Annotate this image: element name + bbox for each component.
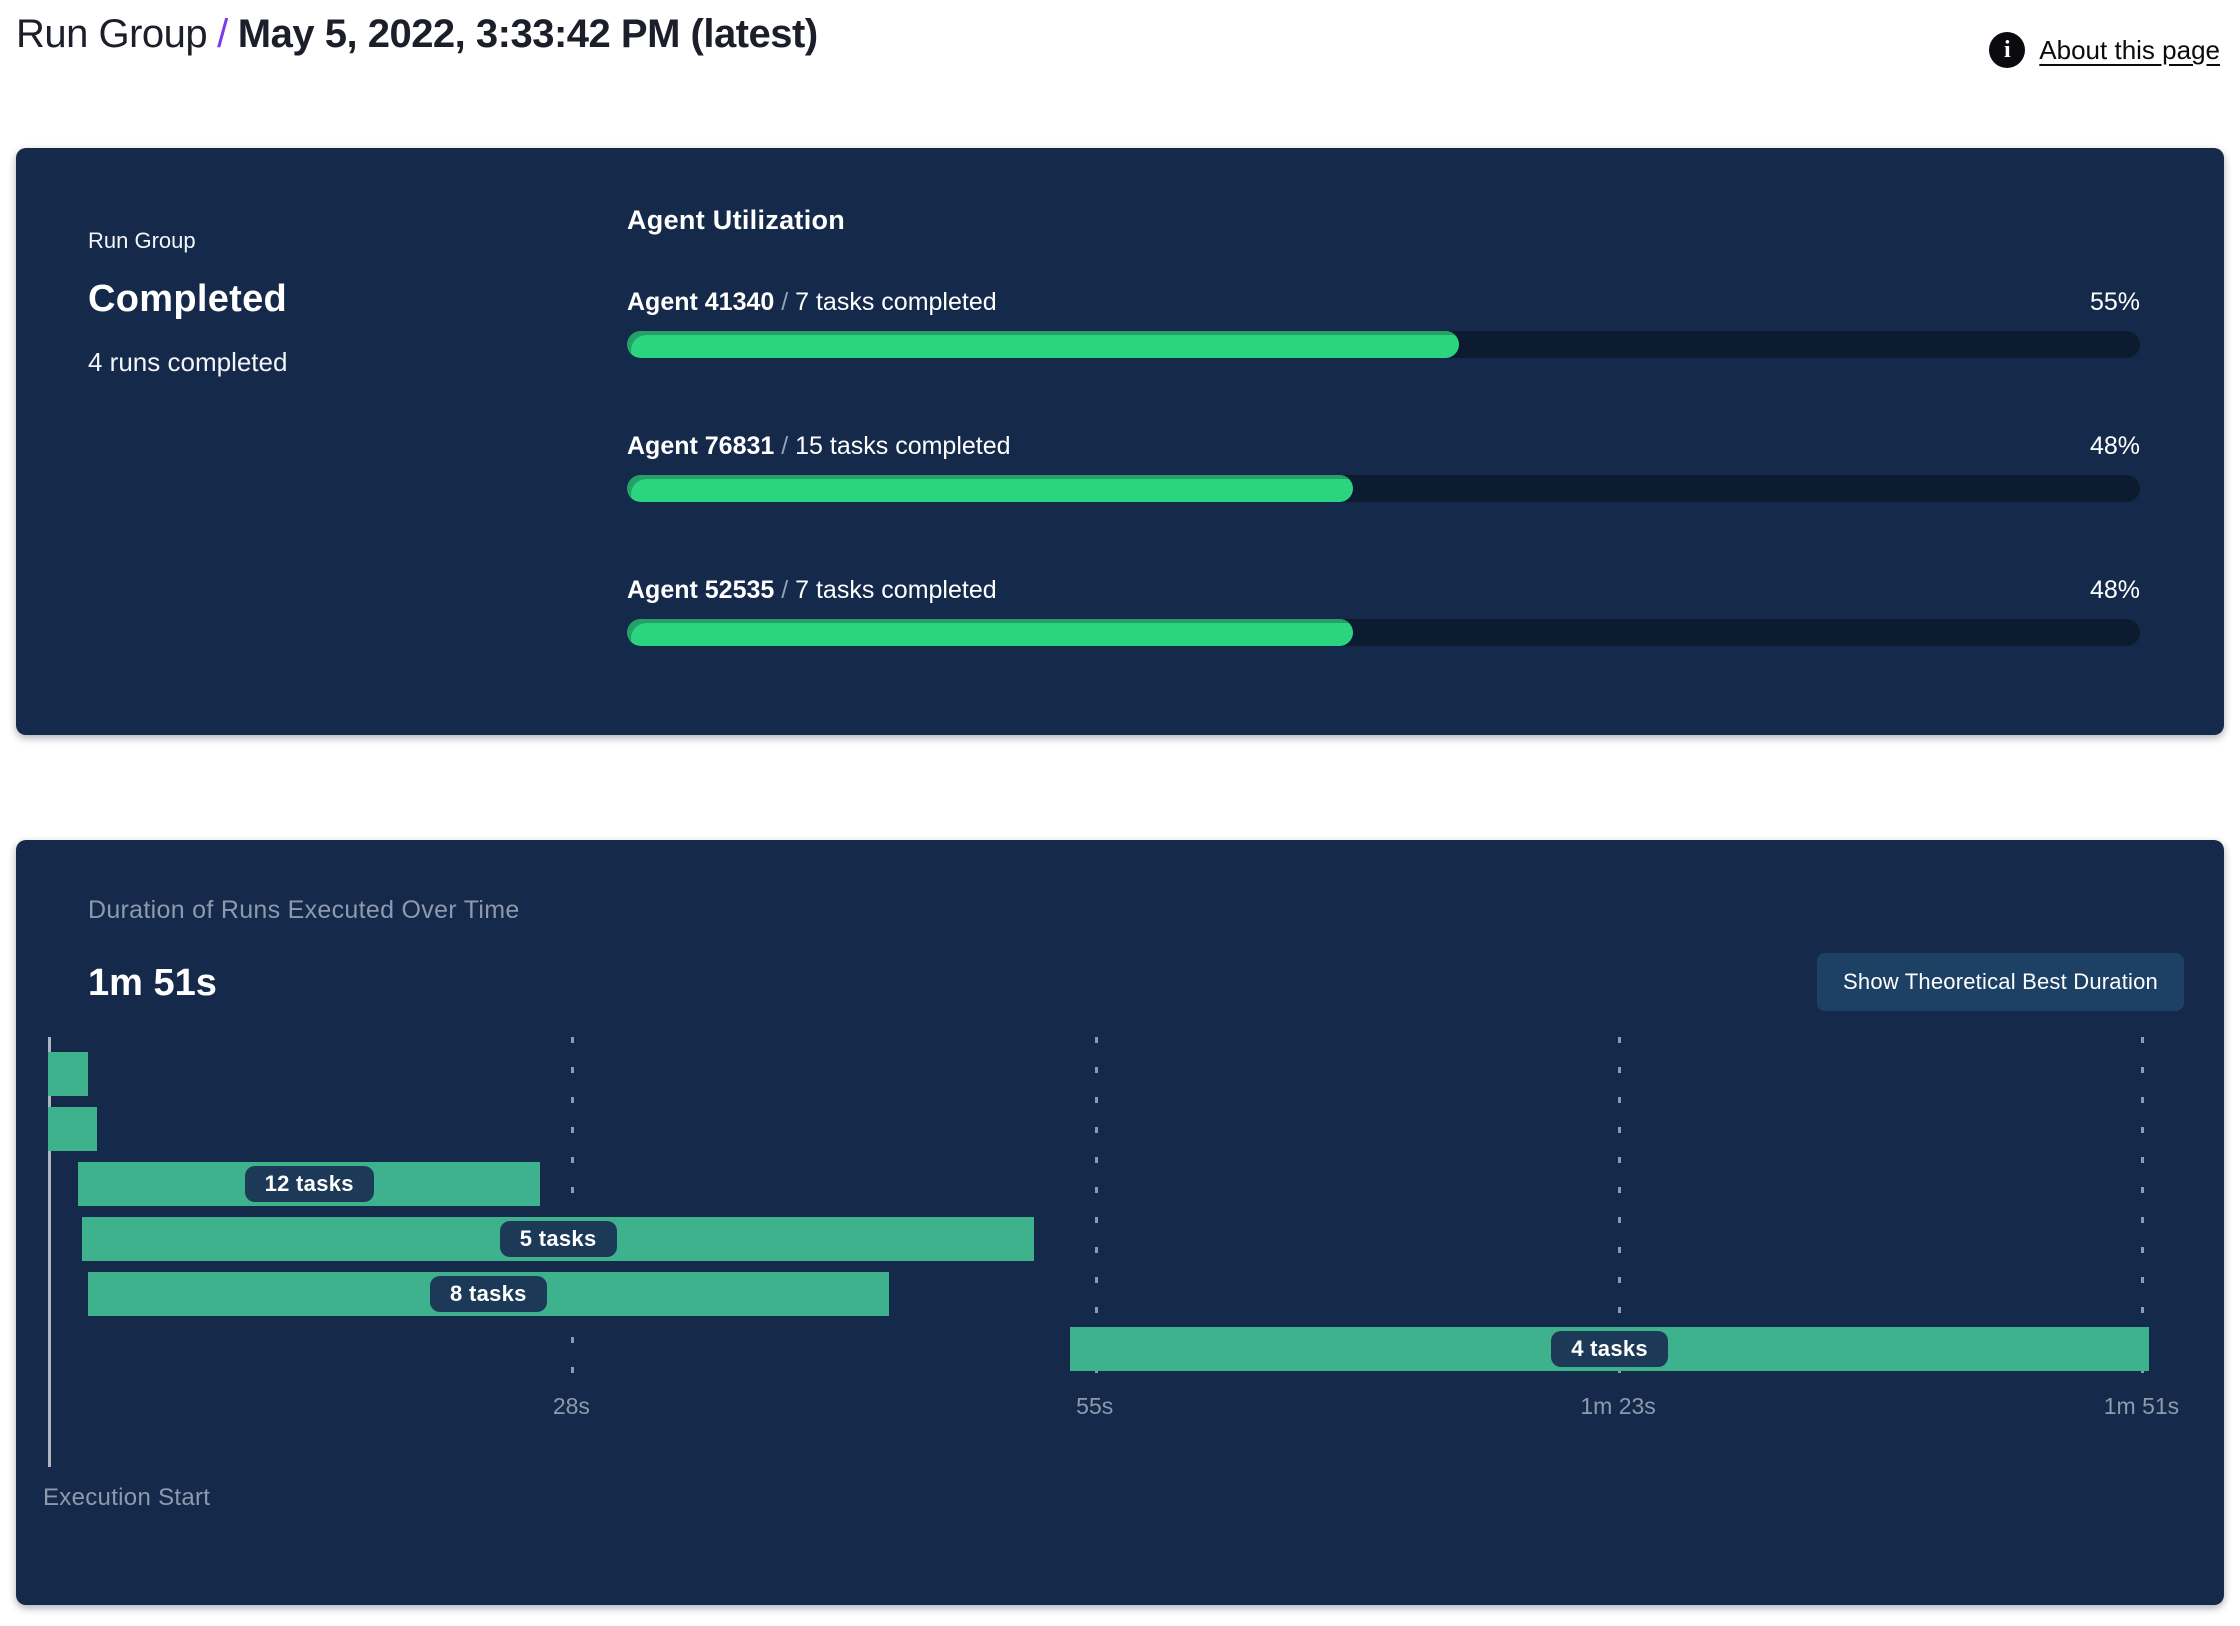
- agent-utilization-bar-track: [627, 331, 2140, 358]
- agent-utilization-percent: 48%: [2089, 576, 2140, 604]
- time-tick-label: 1m 23s: [1580, 1393, 1656, 1419]
- agent-row-label-line: Agent 76831 / 15 tasks completed 48%: [627, 432, 2140, 461]
- time-gridline: [2141, 1037, 2145, 1389]
- time-gridline: [1618, 1037, 1622, 1389]
- run-duration-bar[interactable]: [48, 1052, 88, 1096]
- agent-utilization-row: Agent 52535 / 7 tasks completed 48%: [627, 576, 2140, 646]
- breadcrumb-separator: /: [217, 12, 228, 56]
- agent-utilization-title: Agent Utilization: [627, 205, 846, 235]
- time-tick-label: 28s: [552, 1393, 590, 1419]
- agent-name-and-tasks: Agent 76831 / 15 tasks completed: [627, 432, 1011, 460]
- agent-utilization-row: Agent 76831 / 15 tasks completed 48%: [627, 432, 2140, 502]
- agent-utilization-row: Agent 41340 / 7 tasks completed 55%: [627, 288, 2140, 358]
- page-title: May 5, 2022, 3:33:42 PM (latest): [237, 12, 818, 56]
- time-gridline: [1094, 1037, 1098, 1389]
- total-duration-value: 1m 51s: [88, 962, 217, 1004]
- task-count-pill: 12 tasks: [244, 1166, 374, 1202]
- agent-row-label-line: Agent 41340 / 7 tasks completed 55%: [627, 288, 2140, 317]
- task-count-pill: 8 tasks: [430, 1276, 547, 1312]
- task-count-pill: 5 tasks: [499, 1221, 617, 1257]
- about-this-page-link[interactable]: About this page: [2039, 34, 2220, 65]
- agent-utilization-percent: 48%: [2089, 432, 2140, 460]
- breadcrumb: Run Group / May 5, 2022, 3:33:42 PM (lates…: [16, 10, 818, 58]
- execution-start-axis-line: [48, 1037, 51, 1467]
- run-group-label: Run Group: [88, 228, 196, 253]
- run-duration-bar[interactable]: 4 tasks: [1070, 1327, 2149, 1371]
- agent-utilization-bar-fill: [627, 331, 1460, 358]
- agent-name-and-tasks: Agent 41340 / 7 tasks completed: [627, 288, 997, 316]
- agent-utilization-bar-track: [627, 619, 2140, 646]
- agent-utilization-percent: 55%: [2089, 288, 2140, 316]
- show-theoretical-best-duration-button[interactable]: Show Theoretical Best Duration: [1817, 953, 2184, 1011]
- page-header: Run Group / May 5, 2022, 3:33:42 PM (lates…: [0, 0, 2240, 148]
- run-duration-bar[interactable]: 12 tasks: [78, 1162, 541, 1206]
- duration-chart-title: Duration of Runs Executed Over Time: [88, 896, 520, 924]
- run-duration-bar[interactable]: [48, 1107, 98, 1151]
- duration-panel: Duration of Runs Executed Over Time 1m 5…: [16, 840, 2224, 1605]
- run-duration-bar[interactable]: 8 tasks: [87, 1272, 890, 1316]
- agent-utilization-bar-fill: [627, 475, 1354, 502]
- execution-start-label: Execution Start: [43, 1484, 211, 1511]
- time-tick-label: 55s: [1076, 1393, 1114, 1419]
- run-duration-bar[interactable]: 5 tasks: [81, 1217, 1035, 1261]
- time-gridline: [571, 1037, 575, 1389]
- gantt-plot: 28s 55s 1m 23s 1m 51s 12 tasks 5 tasks 8 tasks…: [48, 1037, 2179, 1470]
- agent-utilization-bar-fill: [627, 619, 1354, 646]
- agent-utilization-rows: Agent 41340 / 7 tasks completed 55% Agent …: [627, 288, 2140, 646]
- agent-utilization-section: Agent Utilization Agent 41340 / 7 tasks …: [627, 205, 2140, 735]
- runs-completed: 4 runs completed: [88, 347, 288, 377]
- run-group-status: Completed: [88, 278, 288, 320]
- run-group-status-column: Run Group Completed 4 runs completed: [88, 205, 627, 735]
- breadcrumb-run-group[interactable]: Run Group: [16, 12, 208, 56]
- run-group-panel: Run Group Completed 4 runs completed Age…: [16, 148, 2224, 735]
- about-this-page[interactable]: i About this page: [1989, 32, 2220, 68]
- task-count-pill: 4 tasks: [1551, 1331, 1668, 1367]
- agent-name-and-tasks: Agent 52535 / 7 tasks completed: [627, 576, 997, 604]
- info-icon[interactable]: i: [1989, 32, 2026, 68]
- agent-row-label-line: Agent 52535 / 7 tasks completed 48%: [627, 576, 2140, 605]
- agent-utilization-bar-track: [627, 475, 2140, 502]
- time-tick-label: 1m 51s: [2103, 1393, 2180, 1419]
